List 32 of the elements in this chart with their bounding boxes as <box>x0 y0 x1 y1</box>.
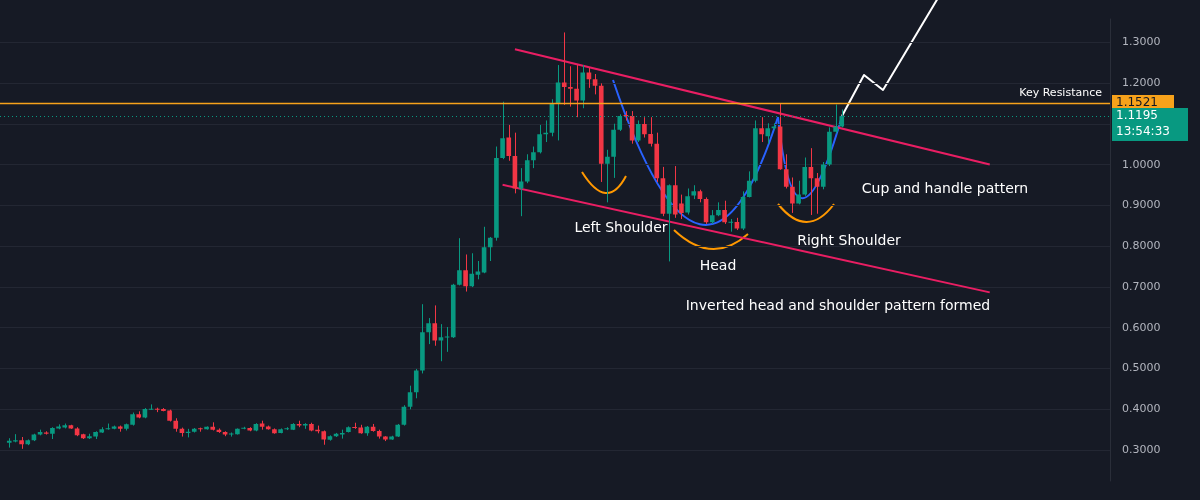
candlestick <box>685 187 690 216</box>
candlestick <box>117 425 123 433</box>
annotation: Cup and handle pattern <box>861 179 1029 196</box>
candlestick <box>302 422 308 430</box>
candlestick <box>524 153 530 184</box>
y-tick-label: 1.2000 <box>1122 76 1161 90</box>
y-tick-label: 0.5000 <box>1122 361 1161 375</box>
y-tick-label: 0.6000 <box>1122 320 1161 334</box>
y-tick-label: 0.7000 <box>1122 279 1161 293</box>
y-tick-label: 1.0000 <box>1122 157 1161 171</box>
annotation: Inverted head and shoulder pattern formed <box>685 297 991 314</box>
candlestick <box>210 421 216 431</box>
y-tick-label: 0.8000 <box>1122 239 1161 253</box>
candlestick <box>278 427 283 434</box>
candlestick <box>265 425 271 431</box>
y-tick-label: 0.3000 <box>1122 442 1161 456</box>
text: 1.1521 <box>1116 95 1158 110</box>
y-tick-label: 0.9000 <box>1122 198 1161 212</box>
annotation: Right Shoulder <box>797 232 902 249</box>
candlestick <box>568 65 573 108</box>
candlestick <box>457 237 462 286</box>
text: 1.1195 <box>1116 108 1158 123</box>
y-tick-label: 1.3000 <box>1122 35 1161 49</box>
annotation: Left Shoulder <box>574 219 668 236</box>
annotation: Head <box>699 257 737 274</box>
candlestick <box>50 426 55 440</box>
candlestick <box>339 429 345 440</box>
ref-line-label: Key Resistance <box>1019 85 1103 99</box>
candlestick <box>376 429 382 440</box>
candlestick <box>191 427 197 434</box>
text: 13:54:33 <box>1116 124 1170 139</box>
y-tick-label: 0.4000 <box>1122 402 1161 416</box>
